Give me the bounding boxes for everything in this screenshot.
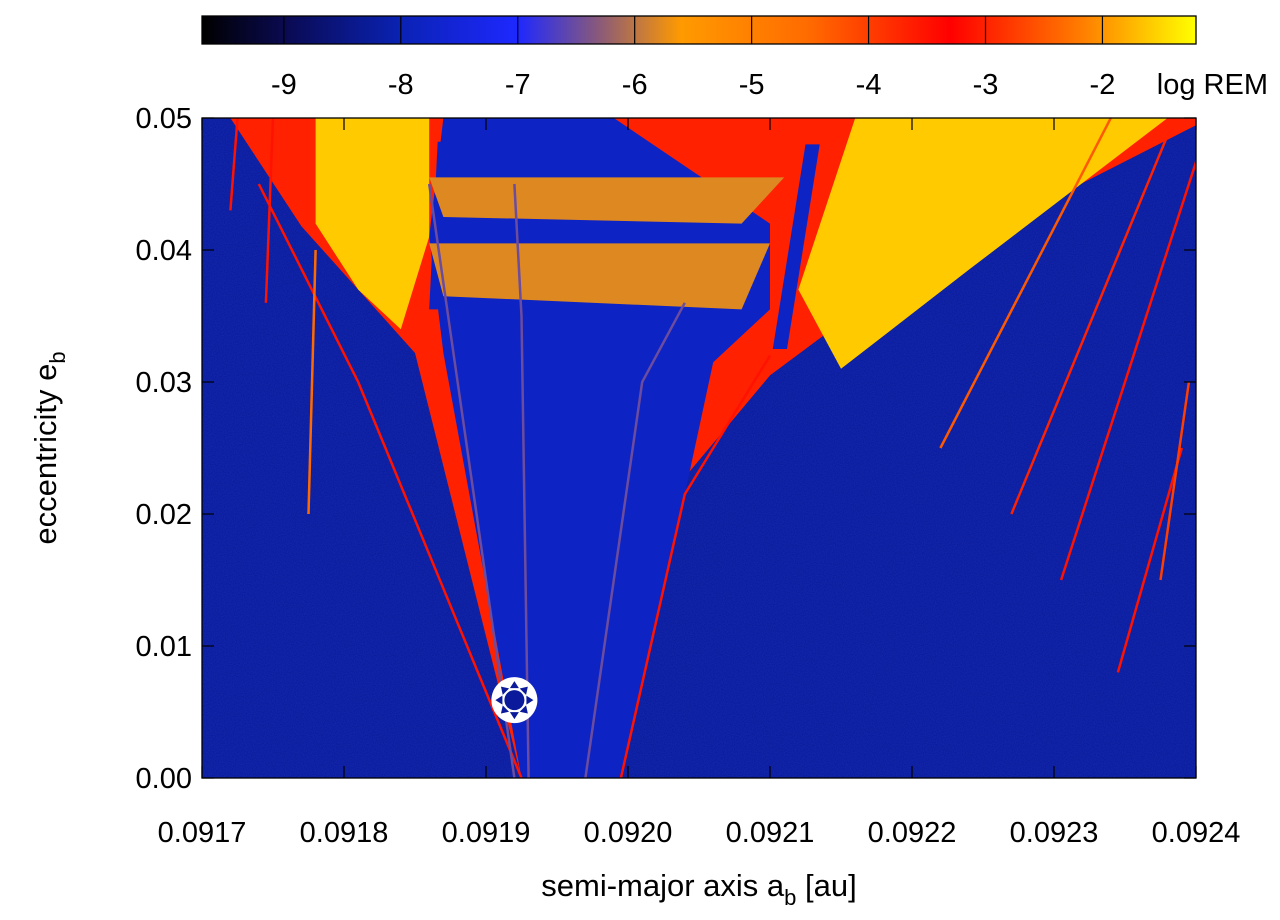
- left-spike-1: [229, 118, 239, 211]
- colorbar-tick-label: -7: [505, 69, 531, 101]
- inner-line-1: [427, 183, 516, 778]
- y-tick-label: 0.02: [136, 499, 192, 531]
- left-boundary-line: [257, 183, 523, 778]
- colorbar-label: log REM: [1157, 69, 1268, 101]
- plot-frame: [201, 117, 1197, 779]
- left-spike-3: [307, 249, 317, 515]
- heatmap-regions: [230, 118, 1196, 778]
- marker-ray: [500, 705, 510, 714]
- marker-ray: [509, 712, 519, 720]
- x-tick-label: 0.0924: [1152, 817, 1241, 849]
- right-spike-2: [1010, 118, 1176, 515]
- marker-ray: [500, 686, 510, 695]
- x-axis-title-sub: b: [784, 885, 796, 910]
- x-tick-label: 0.0919: [442, 817, 531, 849]
- right-boundary-line: [619, 354, 772, 778]
- colorbar-tick-label: -8: [388, 69, 414, 101]
- colorbar-tick-label: -6: [622, 69, 648, 101]
- colorbar-ticks: -9 -8 -7 -6 -5 -4 -3 -2: [271, 16, 1115, 101]
- left-spike-2: [264, 118, 275, 303]
- x-tick-label: 0.0920: [584, 817, 673, 849]
- marker-ray: [519, 686, 528, 695]
- x-axis-title-main: semi-major axis a: [541, 868, 785, 903]
- plot-area: [202, 118, 1196, 778]
- colorbar: -9 -8 -7 -6 -5 -4 -3 -2 log REM: [201, 15, 1268, 101]
- y-axis-ticks: 0.00 0.01 0.02 0.03 0.04 0.05: [136, 103, 1196, 795]
- colorbar-gradient: [201, 15, 1197, 45]
- x-tick-label: 0.0918: [300, 817, 389, 849]
- x-axis-title-unit: [au]: [796, 868, 856, 903]
- y-tick-label: 0.00: [136, 763, 192, 795]
- marker-ray: [495, 695, 503, 705]
- x-axis-ticks: 0.0917 0.0918 0.0919 0.0920 0.0921 0.0922 0.09…: [158, 118, 1241, 849]
- y-tick-label: 0.05: [136, 103, 192, 135]
- right-spike-1: [939, 118, 1112, 449]
- x-tick-label: 0.0917: [158, 817, 247, 849]
- resonance-band-upper: [429, 177, 785, 224]
- y-axis-title-sub: b: [45, 351, 70, 363]
- inner-line-2: [513, 183, 530, 778]
- y-tick-label: 0.01: [136, 631, 192, 663]
- right-spike-3: [1059, 157, 1196, 581]
- marker-ray: [526, 695, 534, 705]
- marker-core: [504, 690, 525, 711]
- y-tick-label: 0.04: [136, 235, 192, 267]
- colorbar-tick-label: -5: [739, 69, 765, 101]
- y-tick-label: 0.03: [136, 367, 192, 399]
- colorbar-tick-label: -2: [1090, 69, 1116, 101]
- marker-ray: [509, 681, 519, 689]
- x-axis-title: semi-major axis ab [au]: [541, 868, 856, 910]
- y-axis-title: eccentricity eb: [28, 351, 70, 544]
- chaotic-core-right: [798, 118, 1168, 369]
- stable-strip-right: [772, 144, 820, 349]
- y-axis-title-main: eccentricity e: [28, 364, 63, 545]
- colorbar-tick-label: -9: [271, 69, 297, 101]
- right-spike-5: [1159, 381, 1191, 581]
- chaotic-core-left: [315, 118, 430, 330]
- right-spike-4: [1116, 447, 1184, 673]
- marker-ray: [519, 705, 528, 714]
- colorbar-tick-label: -4: [856, 69, 882, 101]
- planet-marker: [491, 677, 538, 724]
- x-tick-label: 0.0921: [726, 817, 815, 849]
- resonance-band-lower: [429, 243, 770, 310]
- inner-line-3: [584, 302, 686, 778]
- x-tick-label: 0.0922: [868, 817, 957, 849]
- resonance-lines: [229, 118, 1196, 778]
- colorbar-tick-label: -3: [973, 69, 999, 101]
- x-tick-label: 0.0923: [1010, 817, 1099, 849]
